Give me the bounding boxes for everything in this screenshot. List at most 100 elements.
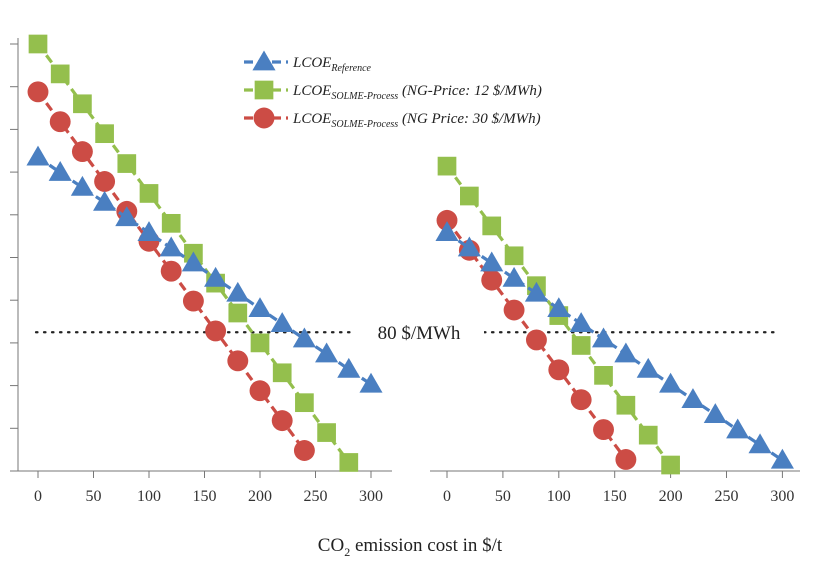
triangle-marker [636,357,660,378]
x-tick-label: 300 [359,488,383,505]
triangle-marker [435,221,459,242]
x-tick-label: 150 [603,488,627,505]
square-marker [254,80,274,100]
circle-marker [94,171,116,192]
triangle-marker [115,206,139,227]
series-right-ng30 [436,209,637,470]
triangle-marker [226,281,250,302]
triangle-marker [337,357,361,378]
circle-marker [49,111,71,133]
x-tick-label: 50 [495,488,511,505]
circle-marker [205,320,227,342]
triangle-marker [248,297,272,318]
circle-marker [570,389,592,411]
legend-item-ref: LCOEReference [244,50,372,74]
triangle-marker [480,251,504,272]
legend-label-sub: SOLME-Process [331,91,398,102]
circle-marker [160,260,182,282]
square-marker [638,425,658,445]
x-tick-label: 250 [715,488,739,505]
circle-marker [253,107,275,129]
x-tick-label: 200 [659,488,683,505]
x-tick-label: 100 [137,488,161,505]
legend: LCOEReference LCOESOLME-Process (NG-Price… [244,50,542,130]
reference-line: 80 $/MWh [34,313,782,352]
square-marker [437,156,457,176]
square-marker [317,423,336,442]
square-marker [50,64,70,84]
circle-marker [271,410,293,432]
reference-label-box [354,313,484,352]
circle-marker [293,440,315,461]
circle-marker [71,141,93,163]
circle-marker [548,359,570,381]
x-tick-label: 0 [34,488,42,505]
square-marker [73,94,92,114]
square-marker [272,363,292,383]
square-marker [228,303,248,323]
triangle-marker [48,160,72,181]
square-marker [482,216,502,236]
x-axis-label-sub: 2 [344,545,350,559]
x-tick-label: 250 [304,488,328,505]
circle-marker [27,81,49,103]
triangle-marker [270,312,294,333]
triangle-marker [770,448,794,469]
x-axis-label-prefix: CO [318,535,344,556]
triangle-marker [614,342,638,363]
triangle-marker [524,281,548,302]
circle-marker [593,419,614,441]
square-marker [571,336,591,355]
x-tick-label: 150 [193,488,217,505]
x-axis-label-suffix: emission cost in $/t [350,535,503,556]
data-series [26,34,794,475]
square-marker [339,453,359,472]
square-marker [161,213,181,233]
triangle-marker [502,266,526,287]
triangle-marker [569,312,593,333]
triangle-marker [137,221,161,242]
circle-marker [615,449,637,470]
circle-marker [481,269,503,291]
triangle-marker [703,403,727,423]
square-marker [661,455,680,475]
triangle-marker [681,388,705,409]
circle-marker [182,290,204,312]
circle-marker [503,299,525,321]
square-marker [616,395,636,415]
x-tick-label: 200 [248,488,272,505]
legend-label: LCOEReference [292,55,372,74]
triangle-marker [292,327,316,348]
x-tick-label: 0 [443,488,451,505]
triangle-marker [457,236,481,257]
triangle-marker [315,342,339,363]
square-marker [295,393,314,413]
legend-item-ng30: LCOESOLME-Process (NG Price: 30 $/MWh) [244,107,541,130]
square-marker [460,186,479,206]
x-tick-label: 50 [86,488,102,505]
triangle-marker [181,251,205,272]
circle-marker [525,329,547,351]
legend-label-sub: SOLME-Process [331,119,398,130]
legend-label: LCOESOLME-Process (NG Price: 30 $/MWh) [292,111,541,130]
series-right-ref [435,221,794,469]
x-axis-label: CO2 emission cost in $/t [318,535,503,559]
x-tick-label: 300 [770,488,794,505]
legend-label: LCOESOLME-Process (NG-Price: 12 $/MWh) [292,83,542,102]
square-marker [28,34,48,54]
triangle-marker [70,175,94,196]
series-left-ref [26,145,383,393]
square-marker [594,366,613,385]
triangle-marker [591,327,616,348]
triangle-marker [547,297,571,318]
triangle-marker [659,372,683,393]
square-marker [504,246,524,266]
triangle-marker [748,433,772,454]
triangle-marker [26,145,50,166]
square-marker [117,154,137,173]
axes: 0 50 100 150 200 250 300 0 50 100 150 200 250 300 [10,38,800,505]
circle-marker [436,209,458,231]
series-left-ng30 [27,81,315,461]
legend-item-ng12: LCOESOLME-Process (NG-Price: 12 $/MWh) [244,80,542,102]
